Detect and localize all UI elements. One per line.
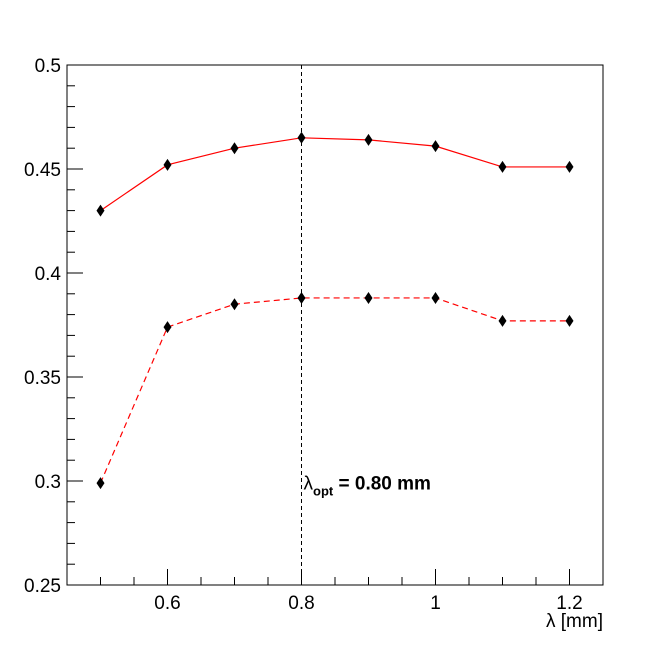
series-2-point xyxy=(96,477,105,490)
series-1-point xyxy=(297,131,306,144)
annotation-symbol: λ xyxy=(304,473,314,494)
series-1-point xyxy=(498,160,507,173)
series-1-point xyxy=(364,133,373,146)
series-2-point xyxy=(498,314,507,327)
y-tick-label: 0.25 xyxy=(24,576,61,597)
plot-frame xyxy=(66,64,604,586)
axis-ticks xyxy=(66,64,604,586)
x-axis-title: λ [mm] xyxy=(546,611,603,632)
series-2-point xyxy=(297,291,306,304)
tick-labels: 0.25 0.3 0.35 0.4 0.45 0.5 0.6 0.8 1 1.2 xyxy=(24,56,583,614)
series-1-point xyxy=(565,160,574,173)
annotation-value: = 0.80 mm xyxy=(333,473,431,494)
y-tick-label: 0.3 xyxy=(35,472,61,493)
x-tick-label: 0.8 xyxy=(288,593,314,614)
series-1-point xyxy=(230,142,239,155)
series-2-point xyxy=(565,314,574,327)
series-1-point xyxy=(96,204,105,217)
series-1-point xyxy=(431,140,440,153)
series-2-point xyxy=(230,298,239,311)
series-2-point xyxy=(163,321,172,334)
optimum-annotation: λopt = 0.80 mm xyxy=(304,473,431,498)
y-tick-label: 0.45 xyxy=(24,160,61,181)
series-layer xyxy=(96,131,574,490)
x-tick-label: 0.6 xyxy=(154,593,180,614)
annotation-subscript: opt xyxy=(313,483,334,498)
x-tick-label: 1 xyxy=(430,593,441,614)
y-tick-label: 0.5 xyxy=(35,56,61,77)
series-2-point xyxy=(431,291,440,304)
y-tick-label: 0.35 xyxy=(24,368,61,389)
y-tick-label: 0.4 xyxy=(35,264,62,285)
series-1-point xyxy=(163,158,172,171)
series-1-line xyxy=(100,137,570,212)
series-2-point xyxy=(364,291,373,304)
series-2-line xyxy=(99,297,570,484)
x-tick-label: 1.2 xyxy=(556,593,582,614)
